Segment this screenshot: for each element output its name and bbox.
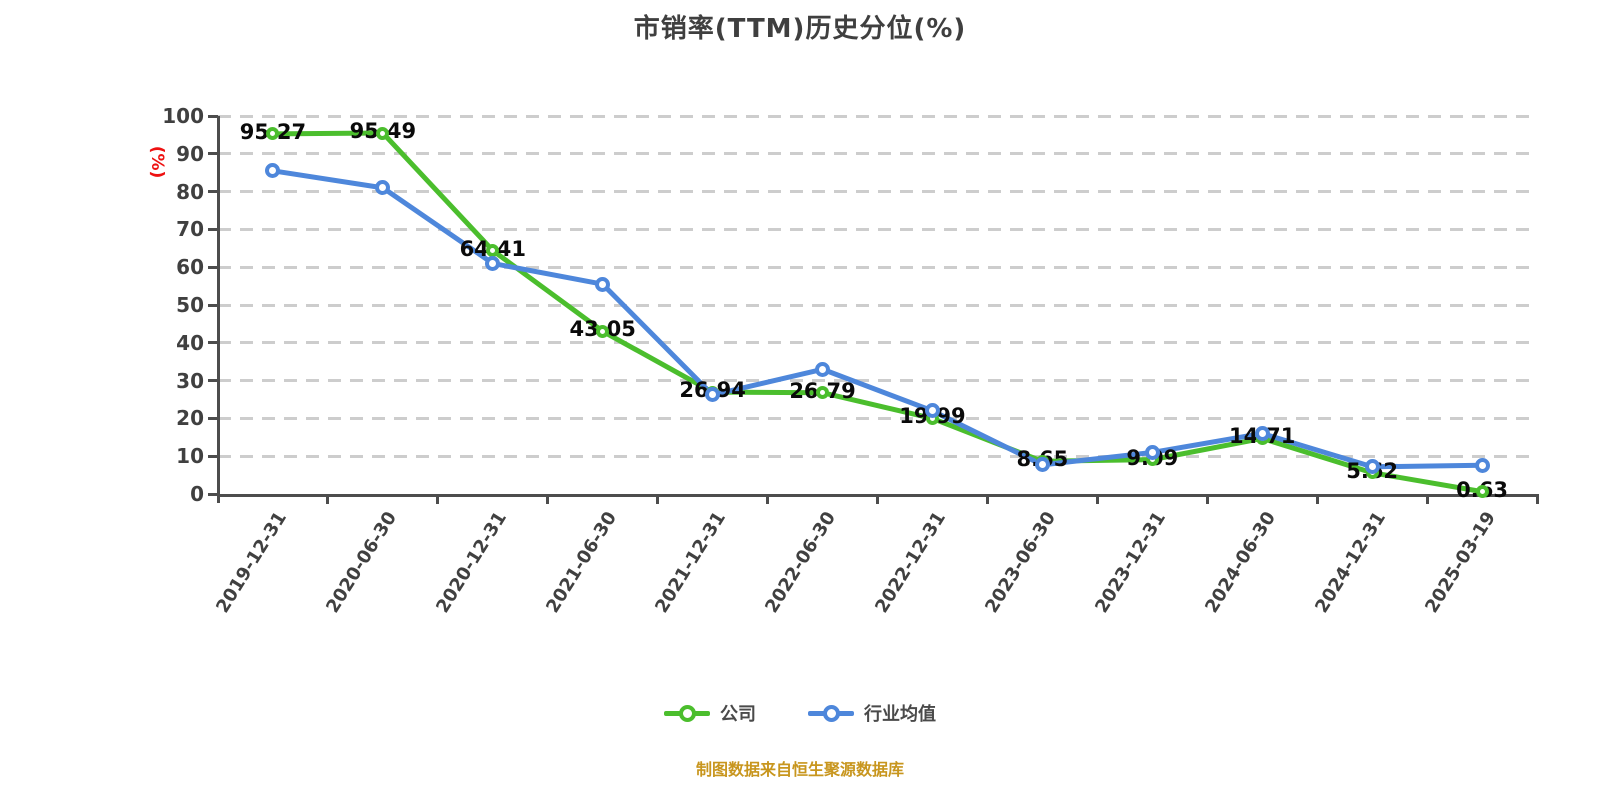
gridline (218, 227, 1537, 231)
x-axis-tick-label: 2025-03-19 (1421, 508, 1500, 617)
company-data-point[interactable] (486, 244, 500, 258)
industry-data-point[interactable] (815, 361, 831, 377)
y-axis-tick-label: 70 (176, 217, 204, 242)
y-axis-tick-label: 20 (176, 406, 204, 431)
company-data-point[interactable] (596, 324, 610, 338)
x-axis-tick (546, 494, 550, 504)
y-axis-tick-label: 40 (176, 330, 204, 355)
y-axis-tick-label: 10 (176, 444, 204, 469)
company-legend-marker-icon (664, 704, 710, 722)
legend-item-company[interactable]: 公司 (664, 700, 756, 726)
gridline (218, 341, 1537, 345)
industry-data-point[interactable] (1254, 426, 1270, 442)
y-axis-tick (208, 114, 218, 118)
industry-data-point[interactable] (1034, 457, 1050, 473)
gridline (218, 303, 1537, 307)
x-axis-tick-label: 2024-06-30 (1201, 508, 1281, 617)
gridline (218, 379, 1537, 383)
x-axis-tick (1535, 494, 1539, 504)
y-axis-tick-label: 80 (176, 179, 204, 204)
legend-label-company: 公司 (720, 704, 756, 725)
y-axis-tick (208, 190, 218, 194)
company-series-line (270, 130, 1485, 495)
industry-legend-marker-icon (808, 704, 854, 722)
y-axis-tick-label: 90 (176, 141, 204, 166)
gridline (218, 114, 1537, 118)
industry-data-point[interactable] (375, 180, 391, 196)
company-data-point[interactable] (376, 126, 390, 140)
x-axis-tick (876, 494, 879, 504)
x-axis-tick-label: 2023-12-31 (1091, 508, 1171, 617)
y-axis-tick (208, 416, 218, 420)
x-axis-tick-label: 2024-12-31 (1311, 508, 1390, 617)
industry-data-point[interactable] (1144, 444, 1160, 460)
source-note: 制图数据来自恒生聚源数据库 (695, 760, 904, 779)
gridline (218, 265, 1537, 269)
gridline (218, 152, 1537, 156)
y-axis-tick (208, 379, 218, 383)
y-axis-tick-label: 100 (162, 104, 204, 128)
y-axis-tick (208, 227, 218, 231)
x-axis-tick-label: 2022-06-30 (761, 508, 841, 617)
industry-data-point[interactable] (1474, 457, 1490, 473)
y-axis-tick (208, 492, 218, 496)
x-axis-tick-label: 2022-12-31 (871, 508, 951, 617)
legend-label-industry-average: 行业均值 (864, 704, 936, 725)
x-axis-tick-label: 2019-12-31 (211, 508, 291, 617)
x-axis-tick-label: 2023-06-30 (981, 508, 1061, 617)
y-axis-tick-label: 30 (176, 368, 204, 393)
y-axis-tick-label: 0 (190, 482, 204, 506)
y-axis-tick-label: 60 (176, 255, 204, 280)
industry-data-point[interactable] (1364, 459, 1380, 475)
gridline (218, 190, 1537, 194)
industry-data-point[interactable] (485, 255, 501, 271)
x-axis-tick (1425, 494, 1429, 504)
industry-series-line (270, 168, 1485, 470)
chart-title: 市销率(TTM)历史分位(%) (633, 14, 967, 44)
industry-data-point[interactable] (924, 403, 940, 419)
x-axis-tick (1205, 494, 1209, 504)
x-axis-tick-label: 2020-06-30 (321, 508, 401, 617)
x-axis-tick (985, 494, 989, 504)
company-data-point[interactable] (816, 386, 830, 400)
x-axis-tick (436, 494, 440, 504)
x-axis-tick (766, 494, 770, 504)
y-axis-tick (208, 454, 218, 458)
y-axis-tick (208, 152, 218, 156)
legend: 公司 行业均值 (0, 700, 1600, 726)
company-data-point[interactable] (1475, 485, 1489, 499)
x-axis-tick (1095, 494, 1099, 504)
gridline (218, 454, 1537, 458)
y-axis-tick (208, 265, 218, 269)
x-axis-tick (1315, 494, 1319, 504)
y-axis-line (216, 116, 220, 503)
x-axis-tick-label: 2020-12-31 (431, 508, 511, 617)
y-axis-tick (208, 303, 218, 307)
x-axis-tick (656, 494, 660, 504)
company-data-point[interactable] (266, 127, 280, 141)
x-axis-tick-label: 2021-06-30 (541, 508, 621, 617)
legend-item-industry-average[interactable]: 行业均值 (808, 700, 936, 726)
industry-data-point[interactable] (705, 387, 721, 403)
industry-data-point[interactable] (265, 163, 281, 179)
x-axis-tick-label: 2021-12-31 (651, 508, 731, 617)
y-axis-tick-label: 50 (176, 293, 204, 317)
industry-data-point[interactable] (595, 276, 611, 292)
y-axis-tick (208, 341, 218, 345)
series-lines (270, 130, 1485, 495)
gridline (218, 416, 1537, 420)
x-axis-tick (326, 494, 330, 504)
